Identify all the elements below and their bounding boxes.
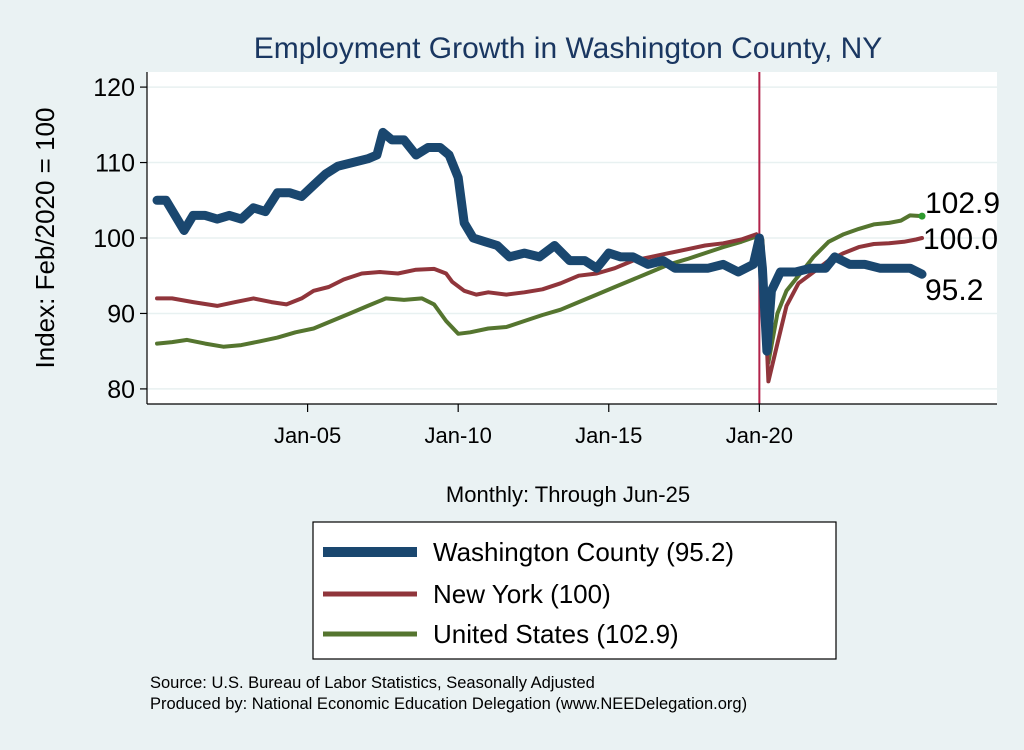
gridlines [147,86,997,390]
x-tick-label: Jan-10 [425,423,492,448]
y-tick-label: 100 [93,225,135,253]
series-line-united-states [155,213,924,365]
us-endpoint-marker [918,212,926,220]
end-label: 95.2 [925,274,983,307]
legend-label: Washington County (95.2) [433,537,734,567]
y-tick-label: 90 [107,300,135,328]
legend: Washington County (95.2) New York (100) Un… [323,537,734,649]
end-label: 100.0 [923,223,998,256]
legend-label: New York (100) [433,579,611,609]
series-lines [152,127,927,384]
producer-note: Produced by: National Economic Education… [150,695,747,713]
legend-label: United States (102.9) [433,619,679,649]
x-axis-ticks: Jan-05 Jan-10 Jan-15 Jan-20 [274,404,793,448]
series-line-new-york [155,232,924,384]
source-note: Source: U.S. Bureau of Labor Statistics,… [150,674,595,692]
y-tick-label: 110 [95,150,135,178]
y-tick-label: 120 [93,74,135,102]
y-axis-label: Index: Feb/2020 = 100 [30,108,60,369]
y-axis-ticks: 80 90 100 110 120 [93,74,147,404]
x-tick-label: Jan-15 [575,423,642,448]
chart-title: Employment Growth in Washington County, … [254,32,883,65]
y-tick-label: 80 [107,376,135,404]
x-tick-label: Jan-20 [726,423,793,448]
x-tick-label: Jan-05 [274,423,341,448]
end-label: 102.9 [925,187,1000,220]
x-axis-label: Monthly: Through Jun-25 [446,482,690,507]
series-line-washington-county [152,127,927,356]
